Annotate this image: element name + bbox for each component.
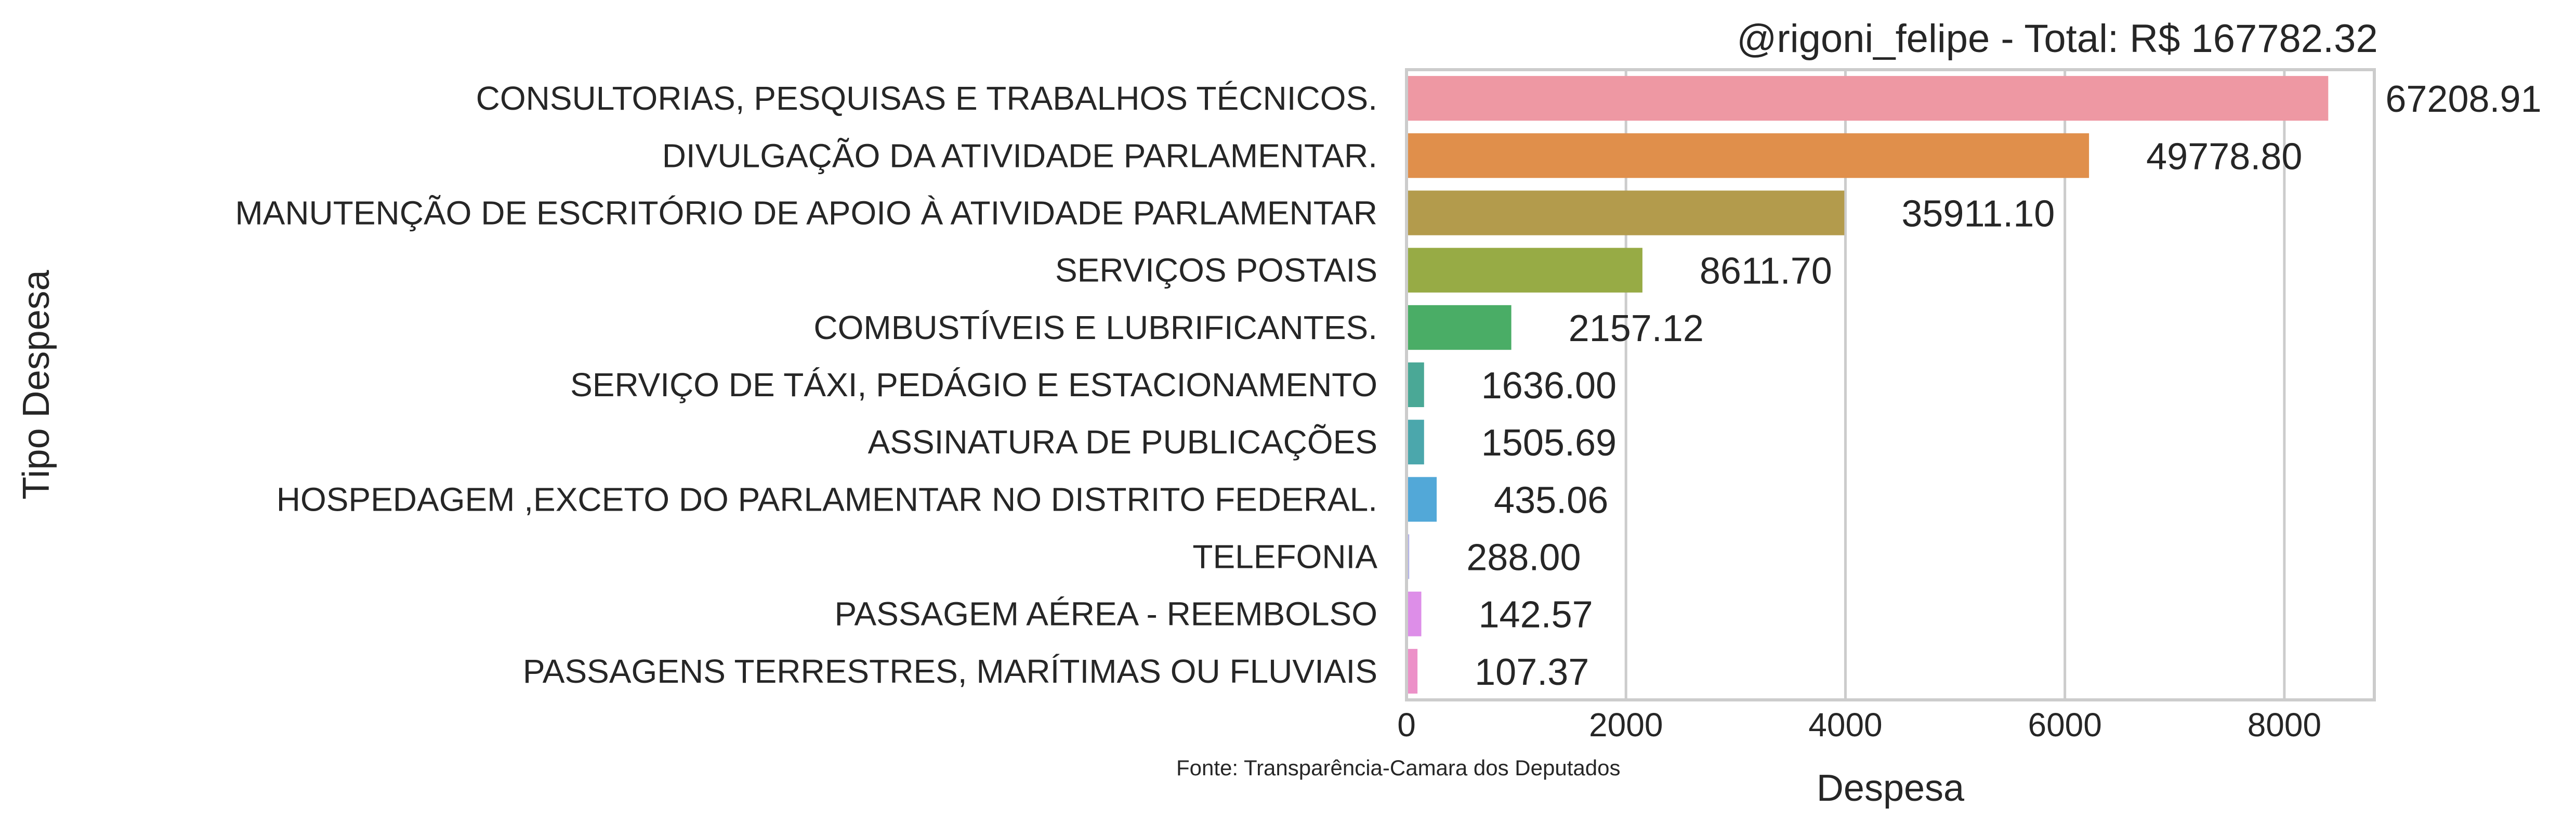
category-label: MANUTENÇÃO DE ESCRITÓRIO DE APOIO À ATIV… [235,194,1377,231]
category-label: SERVIÇOS POSTAIS [1055,252,1377,289]
value-label: 1505.69 [1481,422,1616,464]
category-label: ASSINATURA DE PUBLICAÇÕES [868,423,1377,461]
bar [1407,477,1437,522]
value-label: 2157.12 [1569,308,1704,349]
value-label: 1636.00 [1481,365,1616,407]
plot-frame [1405,68,2376,701]
chart-title: @rigoni_felipe - Total: R$ 167782.32 [1737,17,2377,61]
bar [1407,248,1642,293]
bar [1407,190,1845,236]
x-tick-labels: 0 2000 4000 6000 8000 [1397,706,2321,744]
category-label: HOSPEDAGEM ,EXCETO DO PARLAMENTAR NO DIS… [277,480,1377,518]
value-label: 142.57 [1479,594,1593,636]
source-note: Fonte: Transparência-Camara dos Deputado… [1176,756,1620,780]
category-label: CONSULTORIAS, PESQUISAS E TRABALHOS TÉCN… [476,80,1377,117]
category-label: TELEFONIA [1192,538,1377,576]
y-axis-title: Tipo Despesa [16,269,57,500]
category-label: PASSAGENS TERRESTRES, MARÍTIMAS OU FLUVI… [523,653,1377,690]
value-label: 435.06 [1494,479,1608,521]
bar [1407,305,1512,350]
x-axis-title: Despesa [1817,767,1965,809]
x-tick-label: 0 [1397,706,1416,744]
category-label: SERVIÇO DE TÁXI, PEDÁGIO E ESTACIONAMENT… [570,366,1377,404]
category-label: DIVULGAÇÃO DA ATIVIDADE PARLAMENTAR. [662,137,1377,174]
value-label: 49778.80 [2146,136,2302,177]
bar [1407,591,1422,636]
x-tick-label: 2000 [1589,706,1663,744]
value-label: 107.37 [1475,652,1589,693]
bars [1407,76,2329,694]
bar [1407,362,1424,407]
x-tick-label: 6000 [2028,706,2101,744]
value-label: 288.00 [1466,537,1581,579]
category-labels: CONSULTORIAS, PESQUISAS E TRABALHOS TÉCN… [235,80,1377,690]
bar [1407,76,2329,121]
value-label: 67208.91 [2385,79,2541,120]
value-label: 8611.70 [1700,251,1832,292]
bar [1407,648,1418,694]
x-tick-label: 8000 [2248,706,2321,744]
bar [1407,133,2089,178]
bar [1407,420,1424,465]
x-tick-label: 4000 [1808,706,1882,744]
category-label: PASSAGEM AÉREA - REEMBOLSO [835,595,1377,633]
value-label: 35911.10 [1901,193,2055,235]
value-labels: 67208.91 49778.80 35911.10 8611.70 2157.12 16… [1466,79,2541,693]
category-label: COMBUSTÍVEIS E LUBRIFICANTES. [813,309,1377,346]
